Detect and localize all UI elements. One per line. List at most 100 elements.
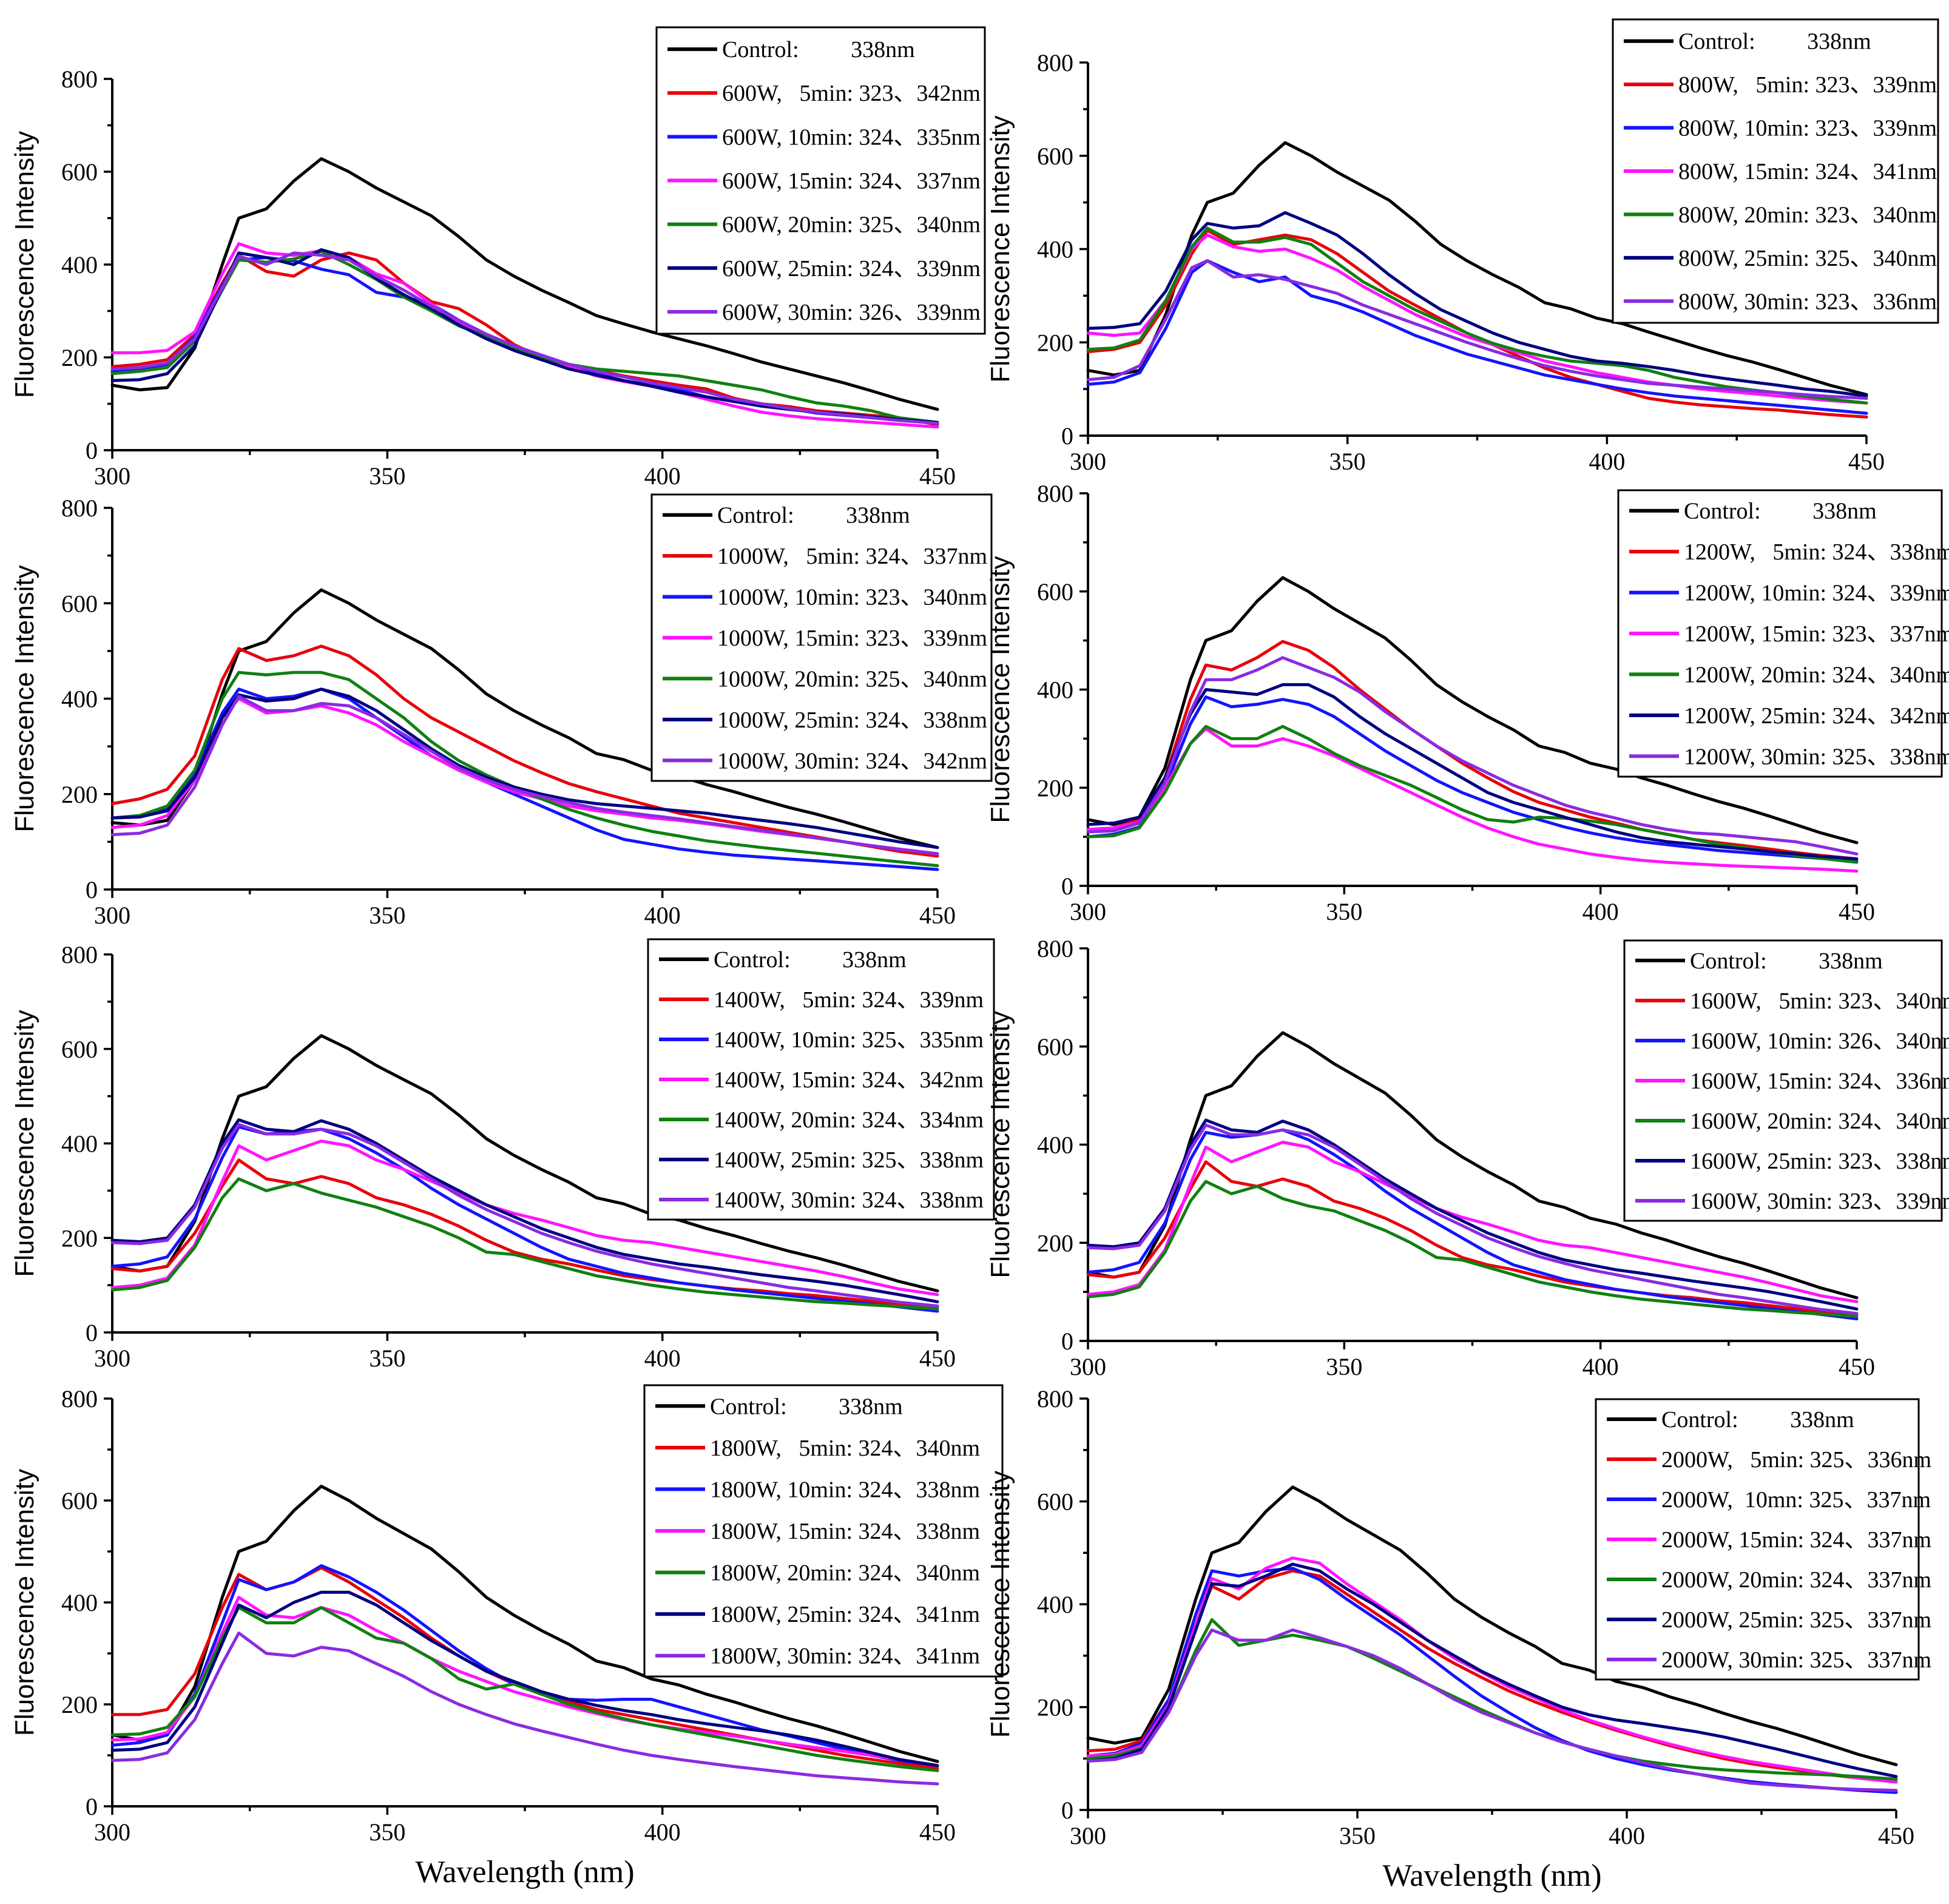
legend-entry: 2000W, 20min: 324、337nm — [1661, 1567, 1931, 1593]
y-tick-label: 400 — [1037, 677, 1073, 704]
legend-entry: 600W, 5min: 323、342nm — [722, 81, 981, 106]
legend-entry: 800W, 20min: 323、340nm — [1678, 202, 1937, 228]
legend-entry: 1400W, 15min: 324、342nm — [714, 1067, 984, 1093]
y-tick-label: 600 — [1037, 578, 1073, 606]
series-line-control — [1086, 1031, 1859, 1300]
legend-entry: Control: 338nm — [714, 947, 907, 973]
series-line-25min — [1086, 683, 1859, 860]
y-axis-title: Fluorescence Intensity — [10, 1010, 39, 1277]
y-tick-label: 600 — [1037, 1488, 1073, 1516]
series-line-20min — [1086, 1180, 1859, 1318]
series-line-control — [110, 157, 939, 411]
y-tick-label: 400 — [1037, 1591, 1073, 1618]
x-tick-label: 350 — [1326, 898, 1362, 925]
legend-entry: Control: 338nm — [1684, 499, 1877, 524]
legend-entry: 1200W, 30min: 325、338nm — [1684, 744, 1949, 769]
x-tick-label: 400 — [1609, 1822, 1645, 1849]
legend-entry: 800W, 25min: 325、340nm — [1678, 246, 1937, 271]
y-tick-label: 600 — [61, 1036, 98, 1063]
y-tick-label: 800 — [61, 1385, 98, 1413]
legend: Control: 338nm 1600W, 5min: 323、340nm 1600… — [1623, 939, 1949, 1222]
legend-entry: 600W, 25min: 324、339nm — [722, 256, 981, 282]
series-line-20min — [110, 250, 939, 424]
legend-entry: 1000W, 20min: 325、340nm — [717, 666, 987, 692]
x-tick-label: 300 — [94, 902, 130, 929]
legend-entry: Control: 338nm — [722, 37, 915, 62]
series-line-15min — [110, 1596, 939, 1767]
y-tick-label: 400 — [61, 686, 98, 713]
y-axis-title: Fluorescence Intensity — [985, 115, 1015, 382]
y-tick-label: 800 — [1037, 1385, 1073, 1413]
series-line-control — [110, 1034, 939, 1292]
legend-entry: 1200W, 5min: 324、338nm — [1684, 539, 1949, 565]
x-tick-label: 350 — [1329, 448, 1366, 475]
legend-entry: 1000W, 15min: 323、339nm — [717, 626, 987, 651]
series-line-25min — [110, 1118, 939, 1303]
x-tick-label: 450 — [1878, 1822, 1914, 1849]
x-tick-label: 350 — [369, 902, 405, 929]
legend-entry: 2000W, 30min: 325、337nm — [1661, 1647, 1931, 1673]
series-line-10min — [1086, 695, 1859, 863]
series-line-20min — [110, 1177, 939, 1311]
series-line-30min — [1086, 259, 1868, 400]
x-tick-label: 350 — [1326, 1353, 1362, 1380]
legend-entry: Control: 338nm — [717, 503, 910, 528]
x-tick-label: 350 — [369, 462, 405, 490]
y-axis-title: Fluorescence Intensity — [10, 565, 39, 832]
x-tick-label: 450 — [919, 462, 956, 490]
legend-entry: 2000W, 5min: 325、336nm — [1661, 1447, 1931, 1473]
series-line-control — [1086, 576, 1859, 845]
y-tick-label: 400 — [61, 1130, 98, 1158]
y-tick-label: 400 — [61, 1589, 98, 1616]
x-tick-label: 300 — [1070, 448, 1106, 475]
series-line-30min — [1086, 1123, 1859, 1315]
series-line-15min — [110, 1139, 939, 1297]
chart-panel-4: 0 200 400 600 800 300 350 400 450 Fluorescence In… — [985, 480, 1949, 925]
legend-entry: Control: 338nm — [710, 1394, 903, 1419]
y-tick-label: 200 — [61, 344, 98, 371]
legend-entry: 2000W, 10mn: 325、337nm — [1661, 1487, 1931, 1513]
legend-entry: 600W, 20min: 325、340nm — [722, 212, 981, 238]
y-tick-label: 400 — [61, 251, 98, 279]
series-line-30min — [1086, 656, 1859, 856]
legend-entry: 800W, 30min: 323、336nm — [1678, 289, 1937, 314]
chart-panel-1: 0 200 400 600 800 300 350 400 450 Fluorescence In… — [10, 26, 986, 490]
y-tick-label: 0 — [86, 1319, 98, 1346]
series-line-30min — [110, 1631, 939, 1786]
series-line-30min — [110, 1122, 939, 1308]
x-tick-label: 400 — [644, 902, 681, 929]
legend-entry: 1000W, 25min: 324、338nm — [717, 707, 987, 733]
x-tick-label: 350 — [369, 1345, 405, 1372]
legend: Control: 338nm 1800W, 5min: 324、340nm 1800… — [643, 1384, 1004, 1678]
legend-entry: 1600W, 15min: 324、336nm — [1690, 1068, 1949, 1094]
y-tick-label: 200 — [1037, 329, 1073, 356]
y-axis-title: Fluorescence Intensity — [985, 1011, 1015, 1278]
chart-panel-2: 0 200 400 600 800 300 350 400 450 Fluorescence In… — [985, 18, 1939, 475]
legend-entry: 1200W, 25min: 324、342nm — [1684, 703, 1949, 729]
y-tick-label: 400 — [1037, 236, 1073, 263]
y-tick-label: 200 — [61, 1691, 98, 1718]
y-tick-label: 800 — [61, 495, 98, 522]
y-tick-label: 200 — [1037, 774, 1073, 802]
y-tick-label: 800 — [61, 66, 98, 93]
y-tick-label: 600 — [61, 1487, 98, 1514]
legend: Control: 338nm 600W, 5min: 323、342nm 600W,… — [655, 26, 986, 335]
y-axis-title: Fluorescence Intensity — [985, 556, 1015, 823]
series-line-20min — [1086, 226, 1868, 405]
series-line-control — [1086, 141, 1868, 396]
legend-entry: 1800W, 5min: 324、340nm — [710, 1436, 980, 1461]
y-axis-title: Fluorescence Intensity — [10, 1469, 39, 1736]
y-tick-label: 0 — [86, 437, 98, 464]
legend-entry: Control: 338nm — [1678, 29, 1871, 55]
y-tick-label: 0 — [86, 1793, 98, 1820]
legend-entry: 1800W, 20min: 324、340nm — [710, 1561, 980, 1586]
legend: Control: 338nm 2000W, 5min: 325、336nm 2000… — [1595, 1398, 1931, 1681]
x-tick-label: 400 — [1589, 448, 1625, 475]
x-tick-label: 300 — [94, 462, 130, 490]
legend-entry: 1400W, 20min: 324、334nm — [714, 1107, 984, 1133]
series-line-30min — [1086, 1628, 1898, 1792]
legend-entry: 1400W, 10min: 325、335nm — [714, 1027, 984, 1053]
legend-entry: 800W, 5min: 323、339nm — [1678, 72, 1937, 98]
series-line-10min — [1086, 1128, 1859, 1321]
